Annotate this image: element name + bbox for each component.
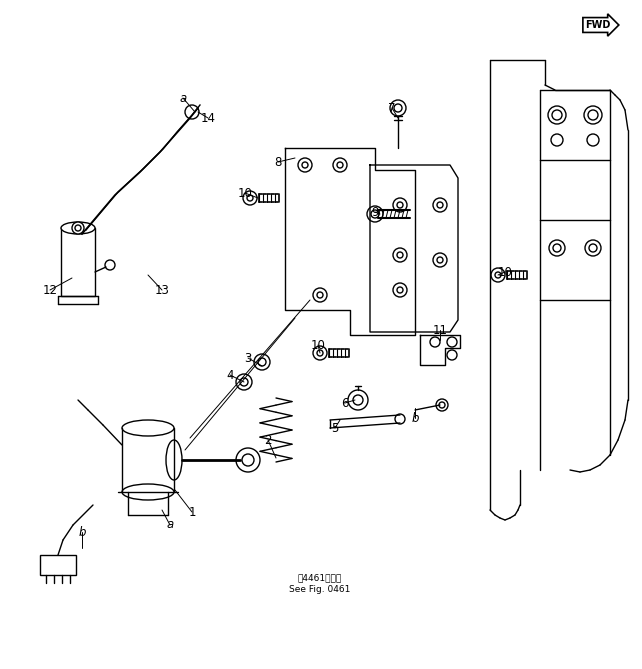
Text: 7: 7 bbox=[388, 102, 395, 114]
Ellipse shape bbox=[122, 484, 174, 500]
Circle shape bbox=[395, 414, 405, 424]
Text: 2: 2 bbox=[265, 434, 272, 446]
Circle shape bbox=[584, 106, 602, 124]
Bar bbox=[61, 228, 95, 296]
Circle shape bbox=[333, 158, 347, 172]
Text: 3: 3 bbox=[245, 351, 252, 365]
Circle shape bbox=[236, 374, 252, 390]
Text: 6: 6 bbox=[342, 397, 349, 409]
Circle shape bbox=[553, 244, 561, 252]
Text: a: a bbox=[166, 518, 173, 531]
Circle shape bbox=[313, 346, 327, 360]
Text: b: b bbox=[78, 526, 86, 539]
Circle shape bbox=[105, 260, 115, 270]
Circle shape bbox=[397, 287, 403, 293]
Circle shape bbox=[317, 350, 323, 356]
Text: 8: 8 bbox=[274, 155, 282, 169]
Text: 5: 5 bbox=[331, 421, 339, 434]
Text: 10: 10 bbox=[498, 266, 512, 278]
Circle shape bbox=[185, 105, 199, 119]
Text: 第4461図参照: 第4461図参照 bbox=[298, 573, 342, 583]
Circle shape bbox=[447, 350, 457, 360]
Circle shape bbox=[437, 202, 443, 208]
Circle shape bbox=[393, 283, 407, 297]
Circle shape bbox=[549, 240, 565, 256]
Circle shape bbox=[393, 198, 407, 212]
Circle shape bbox=[588, 110, 598, 120]
Text: a: a bbox=[179, 92, 187, 104]
Bar bbox=[40, 555, 76, 575]
Text: See Fig. 0461: See Fig. 0461 bbox=[290, 585, 351, 595]
Circle shape bbox=[439, 402, 445, 408]
Circle shape bbox=[298, 158, 312, 172]
Circle shape bbox=[551, 134, 563, 146]
Circle shape bbox=[436, 399, 448, 411]
Circle shape bbox=[589, 244, 597, 252]
Circle shape bbox=[254, 354, 270, 370]
Circle shape bbox=[75, 225, 81, 231]
Circle shape bbox=[317, 292, 323, 298]
Text: 12: 12 bbox=[42, 284, 58, 296]
Circle shape bbox=[585, 240, 601, 256]
Circle shape bbox=[437, 257, 443, 263]
Text: 14: 14 bbox=[200, 112, 216, 124]
Circle shape bbox=[397, 202, 403, 208]
Circle shape bbox=[371, 210, 379, 218]
Circle shape bbox=[247, 195, 253, 201]
Circle shape bbox=[243, 191, 257, 205]
Circle shape bbox=[548, 106, 566, 124]
Circle shape bbox=[390, 100, 406, 116]
Text: 11: 11 bbox=[433, 324, 447, 337]
Circle shape bbox=[367, 206, 383, 222]
Circle shape bbox=[348, 390, 368, 410]
Circle shape bbox=[433, 198, 447, 212]
Circle shape bbox=[302, 162, 308, 168]
Circle shape bbox=[491, 268, 505, 282]
Text: 1: 1 bbox=[188, 506, 196, 518]
Circle shape bbox=[236, 448, 260, 472]
Circle shape bbox=[397, 252, 403, 258]
Text: FWD: FWD bbox=[586, 20, 611, 30]
Circle shape bbox=[394, 104, 402, 112]
Circle shape bbox=[313, 288, 327, 302]
Circle shape bbox=[72, 222, 84, 234]
Text: 4: 4 bbox=[226, 369, 234, 381]
Ellipse shape bbox=[122, 420, 174, 436]
Text: b: b bbox=[412, 411, 419, 425]
Circle shape bbox=[587, 134, 599, 146]
Circle shape bbox=[393, 248, 407, 262]
Circle shape bbox=[433, 253, 447, 267]
Circle shape bbox=[337, 162, 343, 168]
Circle shape bbox=[242, 454, 254, 466]
Circle shape bbox=[258, 358, 266, 366]
Circle shape bbox=[240, 378, 248, 386]
Circle shape bbox=[353, 395, 363, 405]
Text: 13: 13 bbox=[155, 284, 169, 296]
Ellipse shape bbox=[166, 440, 182, 480]
Text: 10: 10 bbox=[311, 339, 325, 351]
Ellipse shape bbox=[61, 222, 95, 234]
Text: 10: 10 bbox=[238, 187, 252, 199]
Circle shape bbox=[430, 337, 440, 347]
Text: 9: 9 bbox=[371, 205, 379, 219]
Circle shape bbox=[447, 337, 457, 347]
Circle shape bbox=[495, 272, 501, 278]
Circle shape bbox=[552, 110, 562, 120]
